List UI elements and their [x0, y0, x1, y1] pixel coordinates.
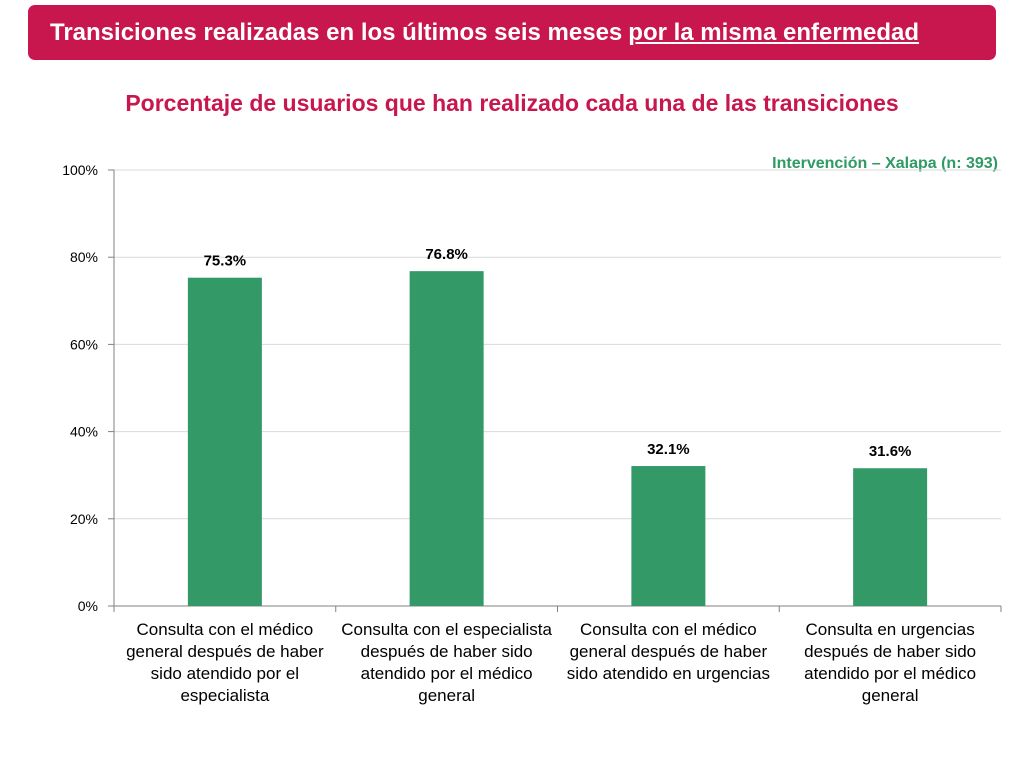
- y-tick-label: 100%: [62, 162, 98, 178]
- data-label: 32.1%: [647, 441, 690, 458]
- title-bar: Transiciones realizadas en los últimos s…: [28, 5, 996, 60]
- title-emphasis: por la misma enfermedad: [628, 18, 920, 46]
- category-label: Consulta en urgencias después de haber s…: [804, 620, 977, 705]
- category-label: Consulta con el médico general después d…: [126, 620, 324, 705]
- title-main: Transiciones realizadas en los últimos s…: [50, 18, 623, 46]
- y-tick-label: 60%: [70, 336, 98, 352]
- legend-label: Intervención – Xalapa (n: 393): [772, 155, 998, 172]
- data-label: 31.6%: [869, 443, 912, 460]
- data-label: 75.3%: [204, 253, 247, 270]
- y-tick-label: 0%: [78, 598, 98, 614]
- y-tick-label: 80%: [70, 249, 98, 265]
- y-tick-label: 40%: [70, 424, 98, 440]
- bar: [187, 277, 262, 606]
- y-tick-label: 20%: [70, 511, 98, 527]
- bar: [853, 468, 928, 606]
- bar: [409, 271, 484, 606]
- bar: [631, 466, 706, 606]
- category-label: Consulta con el especialista después de …: [341, 620, 552, 705]
- category-label: Consulta con el médico general después d…: [566, 620, 770, 683]
- data-label: 76.8%: [425, 246, 468, 263]
- chart-title: Porcentaje de usuarios que han realizado…: [125, 90, 899, 116]
